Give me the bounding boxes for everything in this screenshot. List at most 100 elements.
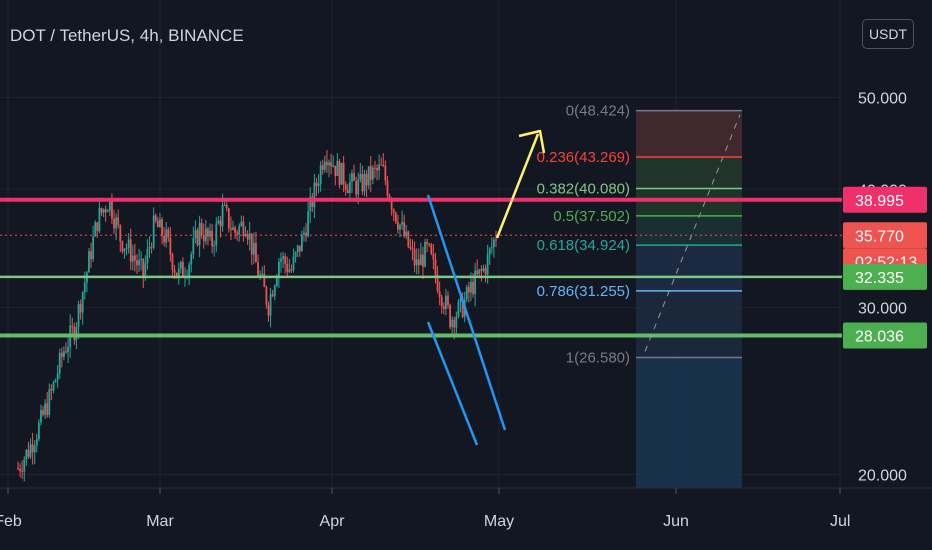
candle-body (133, 255, 136, 261)
candle-body (271, 294, 274, 297)
candle-body (236, 232, 239, 235)
candle-body (336, 161, 339, 176)
candle-body (332, 165, 335, 167)
candle-body (493, 239, 495, 248)
candle-body (127, 239, 130, 249)
candle-body (380, 164, 383, 166)
fib-level-label: 0.618(34.924) (537, 237, 630, 254)
price-label-text: 28.036 (855, 329, 904, 346)
candle-body (144, 263, 147, 276)
candle-body (309, 196, 312, 212)
channel-lower-line (426, 321, 479, 446)
candle-body (363, 173, 366, 192)
candle-body (261, 273, 264, 275)
candle-body (217, 220, 220, 224)
candle-body (346, 189, 349, 194)
candle-body (37, 422, 40, 440)
candle-body (90, 251, 92, 260)
candle-body (219, 220, 222, 227)
chart-title: DOT / TetherUS, 4h, BINANCE (10, 26, 244, 45)
candle-body (321, 165, 324, 170)
candle-body (282, 256, 284, 259)
price-label-text: 35.770 (855, 228, 904, 245)
candle-body (434, 259, 437, 276)
candle-body (478, 269, 481, 274)
candle-body (265, 287, 268, 305)
candle-body (269, 294, 272, 316)
candle-body (121, 241, 124, 252)
candle-body (447, 295, 449, 306)
candle-body (119, 225, 122, 242)
candle-body (165, 229, 168, 243)
candle-body (23, 459, 26, 472)
projection-arrow-line (495, 133, 540, 239)
candle-body (300, 234, 303, 252)
candle-body (399, 224, 401, 230)
candle-body (150, 246, 153, 248)
candle-body (459, 297, 462, 302)
candle-body (46, 403, 49, 415)
candle-body (415, 259, 418, 266)
candle-body (73, 326, 76, 341)
candle-body (470, 281, 472, 293)
candle-body (255, 242, 257, 263)
candle-body (213, 245, 216, 247)
candle-body (311, 196, 314, 208)
candle-body (296, 245, 299, 253)
candle-body (108, 199, 111, 211)
candle-body (81, 292, 84, 313)
candle-body (154, 215, 157, 221)
candle-body (382, 165, 385, 167)
candle-body (334, 165, 337, 176)
x-tick-label: Jun (663, 513, 689, 530)
candle-body (94, 222, 97, 237)
candle-body (98, 208, 101, 232)
candle-body (56, 373, 59, 380)
candle-body (136, 260, 138, 266)
candle-body (315, 182, 318, 187)
candle-body (286, 264, 289, 272)
fib-band (636, 110, 742, 157)
candle-body (250, 233, 253, 255)
candle-body (246, 233, 249, 240)
candle-body (227, 208, 230, 229)
candle-body (202, 234, 205, 241)
candle-body (42, 410, 44, 415)
currency-button[interactable]: USDT (862, 19, 914, 49)
candle-body (357, 179, 360, 195)
candle-body (455, 316, 458, 328)
horizontal-lines (0, 197, 842, 338)
candle-body (238, 225, 241, 235)
candle-body (365, 173, 368, 186)
candle-body (390, 200, 393, 210)
y-tick-label: 50.000 (858, 90, 907, 107)
candle-body (159, 219, 161, 228)
candle-body (490, 247, 493, 249)
candle-body (451, 319, 454, 328)
candle-body (223, 204, 226, 206)
candle-body (125, 248, 128, 250)
fib-level-label: 0.236(43.269) (537, 149, 630, 166)
candle-body (401, 222, 403, 225)
candle-body (374, 167, 376, 169)
candle-body (146, 248, 149, 264)
candle-body (25, 449, 28, 460)
candle-body (215, 223, 218, 246)
candle-body (319, 165, 322, 184)
candle-body (422, 254, 424, 267)
candle-body (156, 220, 159, 228)
price-label-box (843, 222, 927, 249)
fib-level-label: 0(48.424) (566, 103, 630, 120)
candle-body (355, 180, 358, 195)
candle-body (290, 269, 293, 271)
candle-body (63, 351, 65, 357)
candle-body (486, 254, 489, 275)
candle-body (313, 182, 316, 208)
candle-body (123, 248, 126, 252)
candle-body (392, 209, 395, 213)
candle-body (54, 379, 57, 383)
candle-body (298, 245, 301, 252)
candle-body (171, 254, 174, 270)
candle-body (129, 239, 132, 262)
